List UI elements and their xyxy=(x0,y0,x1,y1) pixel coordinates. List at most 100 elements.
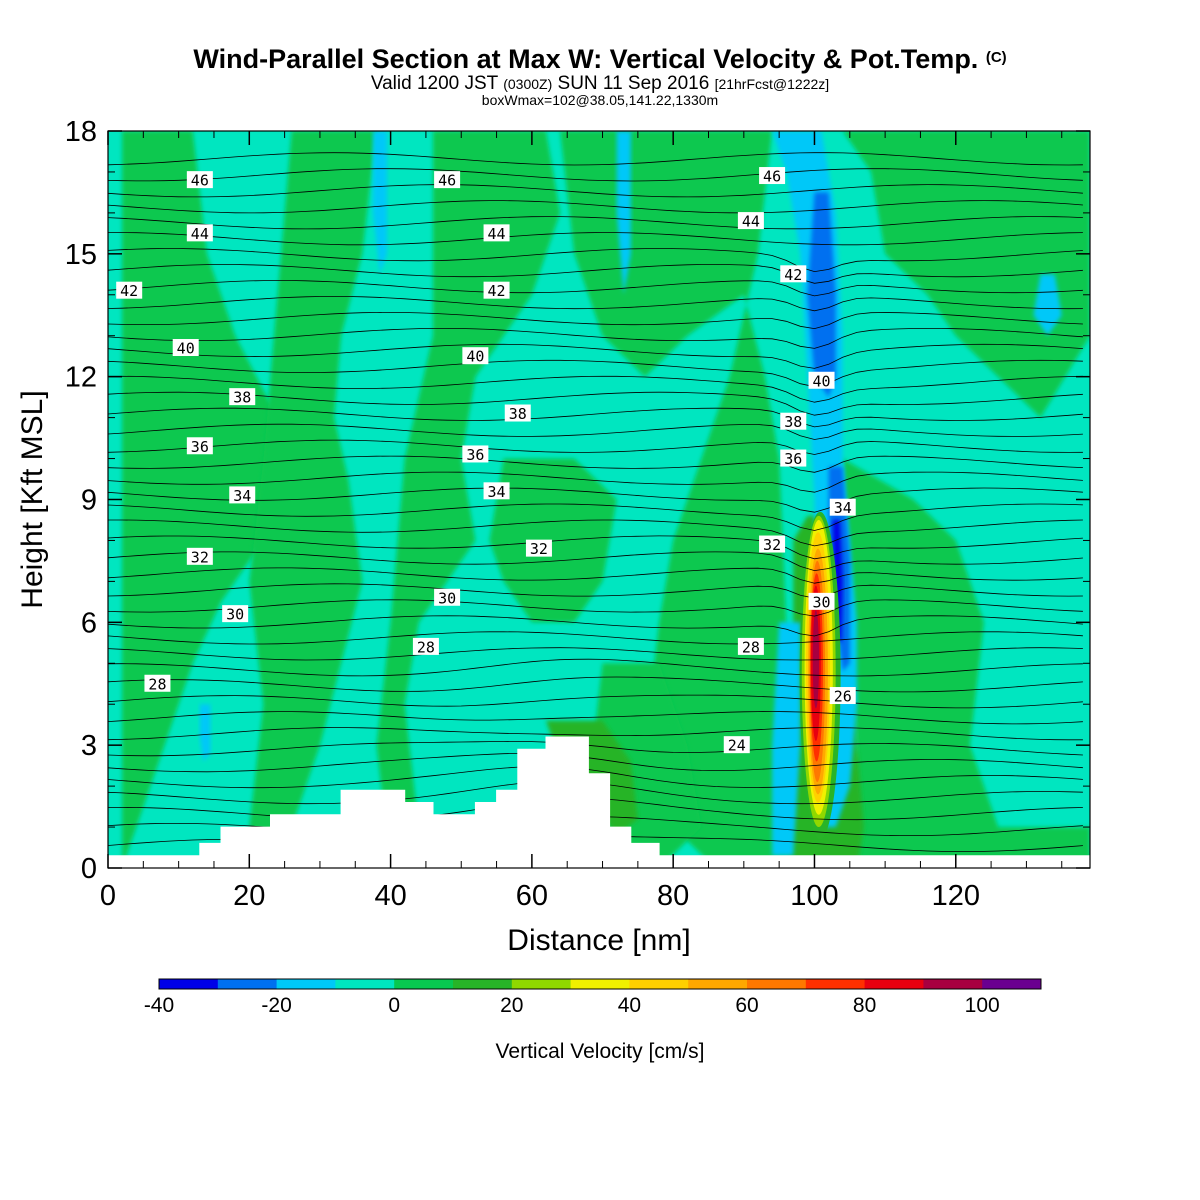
theta-contour-line xyxy=(108,455,1083,473)
y-tick-label: 3 xyxy=(81,730,97,762)
colorbar: -40 -20 0 20 40 60 80 100 Vertical Velocity [cm/… xyxy=(144,978,1042,1063)
colorbar-swatch xyxy=(747,979,807,989)
theta-label-box xyxy=(737,212,764,230)
theta-contour-line xyxy=(108,535,1083,560)
theta-contour-line xyxy=(108,676,1083,693)
theta-contour-line xyxy=(108,471,1083,493)
valid-time-utc: (0300Z) xyxy=(503,76,553,92)
plot-area: 46 46 46 44 44 44 42 42 42 40 40 40 38 38 38 36 36 36 34 34… xyxy=(108,131,1090,868)
theta-contour-line xyxy=(108,232,1083,246)
x-tick-label: 60 xyxy=(516,880,548,912)
theta-contour-line xyxy=(108,658,1083,677)
theta-label: 36 xyxy=(186,437,213,456)
theta-contours xyxy=(108,152,1083,852)
theta-label-text: 44 xyxy=(191,225,209,243)
colorbar-swatch xyxy=(570,979,630,989)
y-axis-label: Height [Kft MSL] xyxy=(16,390,49,608)
colorbar-tick-label: -20 xyxy=(261,994,291,1017)
theta-label-text: 38 xyxy=(233,389,251,407)
theta-label: 32 xyxy=(186,547,213,566)
theta-label: 44 xyxy=(737,212,764,231)
theta-contour-line xyxy=(108,599,1083,617)
theta-label-box xyxy=(483,281,510,299)
theta-label-box xyxy=(759,535,786,553)
theta-label-box xyxy=(504,404,531,422)
theta-label: 30 xyxy=(808,592,835,611)
x-tick-label: 120 xyxy=(932,880,980,912)
theta-label-box xyxy=(229,388,256,406)
theta-contour-line xyxy=(108,551,1083,572)
valid-time: Valid 1200 JST xyxy=(370,73,498,94)
velocity-region xyxy=(376,131,561,868)
velocity-region xyxy=(560,131,794,868)
theta-label: 44 xyxy=(483,224,510,243)
theta-contour-line xyxy=(108,423,1083,440)
theta-label-text: 28 xyxy=(148,675,166,693)
x-tick-label: 100 xyxy=(790,880,838,912)
theta-label-box xyxy=(759,167,786,185)
theta-label-box xyxy=(222,605,249,623)
theta-label-text: 38 xyxy=(784,413,802,431)
theta-label: 40 xyxy=(808,371,835,390)
velocity-region xyxy=(489,458,617,623)
velocity-region xyxy=(372,131,388,275)
theta-label: 34 xyxy=(829,498,856,517)
theta-label-text: 28 xyxy=(417,638,435,656)
theta-contour-line xyxy=(108,765,1083,789)
theta-label: 40 xyxy=(172,339,199,358)
velocity-region xyxy=(199,704,211,762)
y-tick-label: 6 xyxy=(81,607,97,639)
theta-contour-line xyxy=(108,583,1083,599)
colorbar-swatch xyxy=(923,979,983,989)
theta-label-box xyxy=(186,547,213,565)
theta-label-text: 26 xyxy=(834,688,852,706)
theta-contour-line xyxy=(108,200,1083,214)
colorbar-swatch xyxy=(688,979,748,989)
theta-label-text: 34 xyxy=(834,499,852,517)
theta-label-box xyxy=(186,437,213,455)
theta-label: 38 xyxy=(229,388,256,407)
colorbar-swatch xyxy=(394,979,454,989)
theta-label: 38 xyxy=(504,404,531,423)
theta-label: 28 xyxy=(412,637,439,656)
theta-contour-line xyxy=(108,295,1083,312)
theta-contour-line xyxy=(108,391,1083,416)
x-tick-label: 40 xyxy=(374,880,406,912)
theta-contour-line xyxy=(108,519,1083,547)
theta-label-text: 40 xyxy=(813,372,831,390)
theta-label-text: 42 xyxy=(120,282,138,300)
theta-label: 42 xyxy=(116,281,143,300)
theta-label-box xyxy=(116,281,143,299)
theta-label-text: 42 xyxy=(488,282,506,300)
colorbar-label: Vertical Velocity [cm/s] xyxy=(496,1040,705,1063)
theta-contour-line xyxy=(108,727,1083,741)
theta-label: 24 xyxy=(723,736,750,755)
theta-label: 46 xyxy=(759,167,786,186)
theta-label: 36 xyxy=(462,445,489,464)
x-axis-label: Distance [nm] xyxy=(507,924,690,957)
theta-label-box xyxy=(483,482,510,500)
theta-label-text: 34 xyxy=(488,483,506,501)
theta-label-text: 40 xyxy=(466,348,484,366)
chart-title: Wind-Parallel Section at Max W: Vertical… xyxy=(0,44,1200,75)
theta-contour-line xyxy=(108,407,1083,428)
theta-label-text: 32 xyxy=(763,536,781,554)
theta-contour-labels: 46 46 46 44 44 44 42 42 42 40 40 40 38 38 38 36 36 36 34 34… xyxy=(116,167,856,755)
colorbar-tick-label: 80 xyxy=(853,994,876,1017)
theta-label-text: 34 xyxy=(233,487,251,505)
theta-contour-line xyxy=(108,503,1083,531)
theta-contour-line xyxy=(108,168,1083,182)
colorbar-swatch xyxy=(511,979,572,989)
x-tick-label: 20 xyxy=(233,880,265,912)
theta-label-text: 30 xyxy=(438,589,456,607)
theta-contour-line xyxy=(108,311,1083,330)
chart-subtitle-2: boxWmax=102@38.05,141.22,1330m xyxy=(481,92,719,108)
colorbar-swatch xyxy=(629,979,689,989)
theta-label-box xyxy=(462,347,489,365)
velocity-region xyxy=(772,622,801,856)
y-tick-label: 0 xyxy=(81,853,97,885)
theta-label: 42 xyxy=(780,265,807,284)
updraft-core xyxy=(812,610,820,709)
theta-label-text: 40 xyxy=(177,340,195,358)
